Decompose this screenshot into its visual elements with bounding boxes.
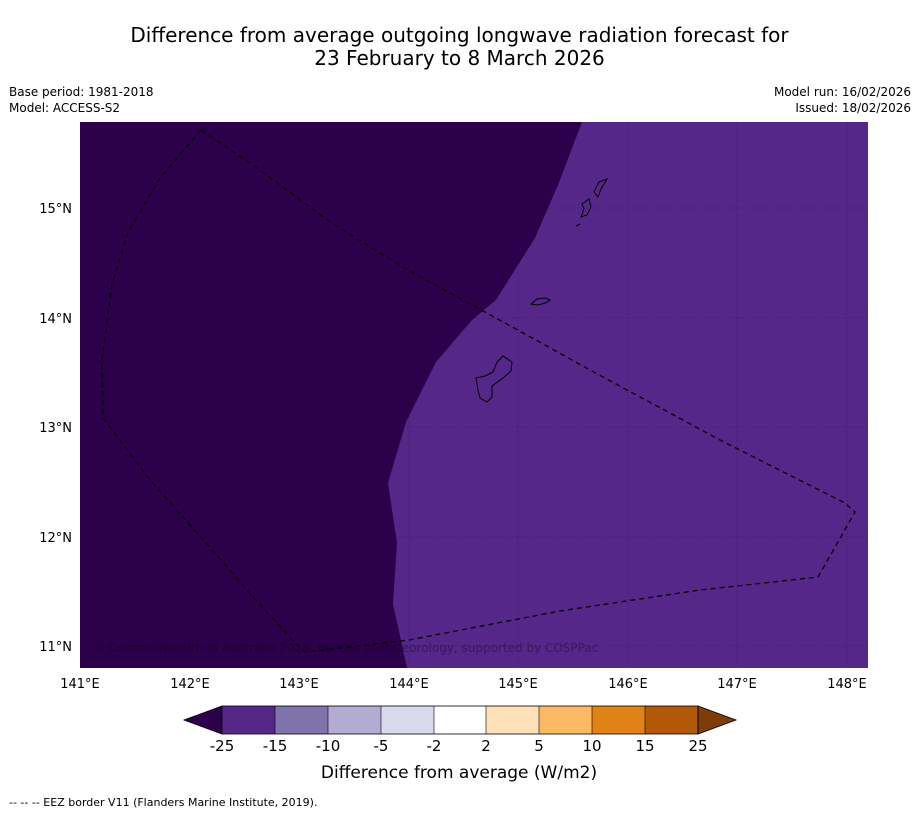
colorbar-dividers	[274, 706, 646, 734]
colorbar-tick: -15	[263, 737, 288, 755]
colorbar-extend-low	[182, 705, 223, 735]
colorbar-swatch	[222, 706, 275, 734]
lat-label-15: 15°N	[39, 202, 72, 217]
eez-border	[101, 129, 856, 653]
latitude-labels: 15°N 14°N 13°N 12°N 11°N	[39, 202, 72, 655]
lon-label-146: 146°E	[608, 677, 648, 692]
colorbar-swatch	[434, 706, 486, 734]
title-line-1: Difference from average outgoing longwav…	[130, 23, 789, 47]
olr-region-light	[388, 122, 868, 668]
lon-label-145: 145°E	[498, 677, 538, 692]
colorbar-ticks: -25 -15 -10 -5 -2 2 5 10 15 25	[210, 737, 708, 755]
copyright-notice: © Commonwealth of Australia 2026, Bureau…	[93, 641, 598, 655]
map-panel: © Commonwealth of Australia 2026, Bureau…	[80, 122, 868, 668]
title-line-2: 23 February to 8 March 2026	[314, 46, 605, 70]
map-gridlines	[80, 122, 868, 668]
lon-label-144: 144°E	[389, 677, 429, 692]
colorbar-tick: 15	[635, 737, 654, 755]
base-period: Base period: 1981-2018	[9, 85, 154, 99]
island-tinian	[580, 198, 592, 218]
colorbar-swatch	[381, 706, 434, 734]
colorbar-swatch	[486, 706, 539, 734]
island-aguijan	[575, 223, 581, 227]
colorbar-extend-high	[697, 705, 738, 735]
lon-label-143: 143°E	[279, 677, 319, 692]
colorbar-swatch	[592, 706, 645, 734]
lat-label-14: 14°N	[39, 312, 72, 327]
eez-footnote: -- -- -- EEZ border V11 (Flanders Marine…	[9, 796, 318, 809]
colorbar-tick: -5	[374, 737, 389, 755]
colorbar-swatch	[645, 706, 698, 734]
colorbar-tick: 25	[688, 737, 707, 755]
colorbar-tick: 2	[481, 737, 491, 755]
lon-label-142: 142°E	[170, 677, 210, 692]
longitude-labels: 141°E 142°E 143°E 144°E 145°E 146°E 147°…	[60, 677, 867, 692]
colorbar-swatch	[275, 706, 328, 734]
issued-date: Issued: 18/02/2026	[795, 101, 911, 115]
colorbar-tick: -2	[427, 737, 442, 755]
lat-label-12: 12°N	[39, 531, 72, 546]
island-rota	[529, 297, 552, 306]
colorbar-tick: 10	[582, 737, 601, 755]
lon-label-148: 148°E	[827, 677, 867, 692]
island-saipan	[593, 178, 609, 198]
lon-label-141: 141°E	[60, 677, 100, 692]
colorbar-outline	[221, 705, 699, 735]
colorbar-tick: -25	[210, 737, 235, 755]
lon-label-147: 147°E	[717, 677, 757, 692]
colorbar-swatch	[328, 706, 381, 734]
lat-label-11: 11°N	[39, 640, 72, 655]
lat-label-13: 13°N	[39, 421, 72, 436]
colorbar: -25 -15 -10 -5 -2 2 5 10 15 25 Differenc…	[182, 705, 738, 783]
colorbar-tick: -10	[316, 737, 341, 755]
colorbar-tick: 5	[534, 737, 544, 755]
island-guam	[475, 355, 513, 403]
colorbar-swatch	[539, 706, 592, 734]
model-run: Model run: 16/02/2026	[773, 85, 911, 99]
colorbar-title: Difference from average (W/m2)	[321, 763, 597, 783]
coastlines	[475, 178, 609, 403]
model-name: Model: ACCESS-S2	[9, 101, 121, 115]
